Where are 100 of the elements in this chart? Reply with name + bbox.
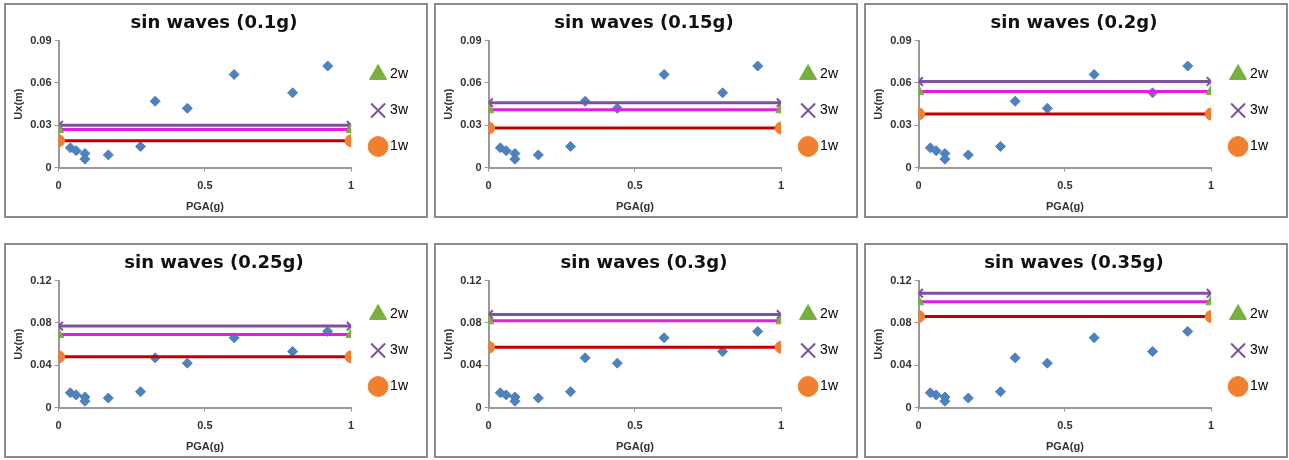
chart-title: sin waves (0.25g) [124,251,304,273]
chart-title: sin waves (0.3g) [560,251,728,273]
point [228,68,240,80]
x-tick-label: 0 [915,179,922,192]
point [1041,102,1053,114]
y-tick-label: 0.06 [30,75,52,88]
x-tick-label: 0 [485,179,492,192]
point [565,386,577,398]
x-tick-label: 1 [1208,419,1215,432]
x-tick-label: 0.5 [197,419,213,432]
point [962,149,974,161]
x-tick-label: 0.5 [1057,419,1073,432]
x-tick-label: 0.5 [1057,179,1073,192]
y-axis-title: Ux(m) [441,328,454,360]
y-tick-label: 0 [475,160,482,173]
y-tick-label: 0.12 [30,273,52,286]
chart-title: sin waves (0.15g) [554,11,734,33]
y-tick-label: 0.04 [460,358,483,371]
point [930,145,942,157]
x-axis-title: PGA(g) [615,200,655,213]
y-tick-label: 0 [45,400,52,413]
y-axis-title: Ux(m) [11,88,24,120]
x-tick-label: 1 [778,179,785,192]
point [181,357,193,369]
y-tick-label: 0.04 [890,358,913,371]
y-tick-label: 0.09 [30,33,52,46]
y-tick-label: 0.03 [890,118,912,131]
x-axis-title: PGA(g) [185,440,225,453]
legend-label: 3w [1250,101,1269,118]
legend-label: 2w [1250,65,1269,82]
chart-title: sin waves (0.1g) [130,11,298,33]
point [565,140,577,152]
legend-label: 3w [1250,341,1269,358]
legend-label: 1w [1250,137,1269,154]
point [579,352,591,364]
y-tick-label: 0.09 [460,33,482,46]
x-tick-label: 1 [348,419,355,432]
x-tick-label: 0 [55,419,62,432]
y-tick-label: 0.06 [460,75,482,88]
point [611,357,623,369]
y-tick-label: 0.12 [460,273,482,286]
y-axis-title: Ux(m) [441,88,454,120]
point [1009,352,1021,364]
x-tick-label: 0.5 [627,419,643,432]
legend-label: 1w [390,137,409,154]
chart-title: sin waves (0.2g) [990,11,1158,33]
point [995,386,1007,398]
x-tick-label: 0.5 [627,179,643,192]
legend-label: 2w [390,305,409,322]
point [102,392,114,404]
x-axis-title: PGA(g) [1045,440,1085,453]
point [102,149,114,161]
legend-label: 2w [820,305,839,322]
legend-label: 3w [820,101,839,118]
y-tick-label: 0.04 [30,358,53,371]
x-tick-label: 1 [348,179,355,192]
legend-label: 2w [820,65,839,82]
point [962,392,974,404]
legend-label: 3w [820,341,839,358]
point [500,145,512,157]
legend-label: 1w [820,377,839,394]
x-tick-label: 0.5 [197,179,213,192]
y-tick-label: 0 [475,400,482,413]
y-tick-label: 0.06 [890,75,912,88]
legend-label: 2w [390,65,409,82]
point [135,386,147,398]
legend-label: 3w [390,101,409,118]
legend-label: 1w [390,377,409,394]
point [70,145,82,157]
point [658,332,670,344]
point [181,102,193,114]
point [532,392,544,404]
x-tick-label: 0 [485,419,492,432]
y-tick-label: 0.08 [460,315,482,328]
point [1088,332,1100,344]
y-tick-label: 0 [905,400,912,413]
x-tick-label: 1 [778,419,785,432]
y-axis-title: Ux(m) [11,328,24,360]
legend-label: 1w [1250,377,1269,394]
point [1009,95,1021,107]
point [149,95,161,107]
y-tick-label: 0.09 [890,33,912,46]
y-tick-label: 0.12 [890,273,912,286]
legend-label: 1w [820,137,839,154]
x-axis-title: PGA(g) [615,440,655,453]
point [532,149,544,161]
point [658,68,670,80]
y-tick-label: 0.08 [30,315,52,328]
point [1041,357,1053,369]
chart-title: sin waves (0.35g) [984,251,1164,273]
x-axis-title: PGA(g) [185,200,225,213]
y-axis-title: Ux(m) [871,328,884,360]
y-tick-label: 0.08 [890,315,912,328]
x-tick-label: 0 [55,179,62,192]
y-axis-title: Ux(m) [871,88,884,120]
x-tick-label: 0 [915,419,922,432]
point [1088,68,1100,80]
y-tick-label: 0 [905,160,912,173]
legend-label: 3w [390,341,409,358]
x-axis-title: PGA(g) [1045,200,1085,213]
